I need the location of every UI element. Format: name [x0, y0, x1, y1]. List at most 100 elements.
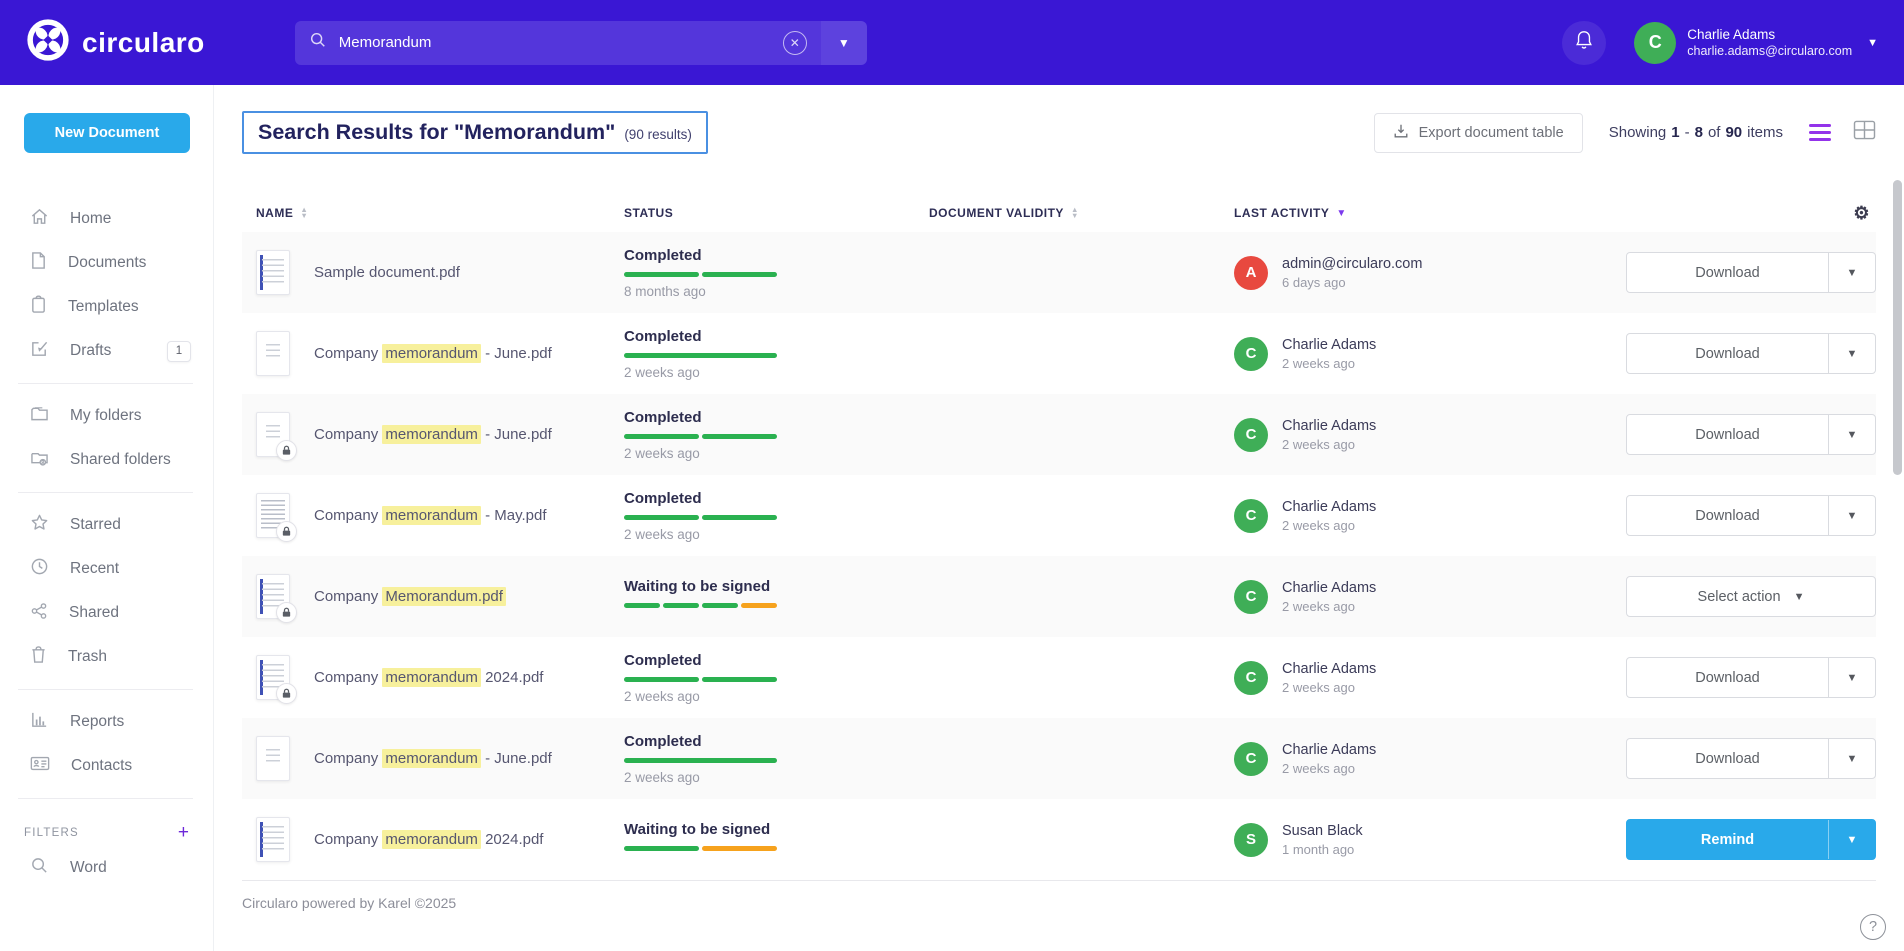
status-cell: Completed 2 weeks ago: [624, 652, 929, 704]
sidebar-item-shared[interactable]: Shared: [0, 591, 213, 635]
document-name[interactable]: Company memorandum - June.pdf: [314, 749, 552, 768]
document-name[interactable]: Company memorandum 2024.pdf: [314, 830, 544, 849]
table-row[interactable]: Sample document.pdf Completed 8 months a…: [242, 232, 1876, 313]
document-name[interactable]: Company memorandum 2024.pdf: [314, 668, 544, 687]
sort-icon[interactable]: ▲ ▼: [1070, 205, 1079, 220]
app-logo[interactable]: circularo: [26, 18, 205, 67]
avatar: S: [1234, 822, 1268, 857]
sidebar-item-home[interactable]: Home: [0, 197, 213, 241]
top-navbar: circularo ✕ ▼: [0, 0, 1904, 85]
list-view-icon[interactable]: [1809, 124, 1831, 141]
row-action-button[interactable]: Download ▼: [1627, 334, 1828, 373]
column-header-document-validity[interactable]: DOCUMENT VALIDITY ▲ ▼: [929, 205, 1079, 220]
table-row[interactable]: Company memorandum 2024.pdf Completed 2 …: [242, 637, 1876, 718]
action-label: Download: [1695, 426, 1760, 443]
sidebar-item-label: Trash: [68, 648, 108, 665]
sidebar-item-my-folders[interactable]: My folders: [0, 394, 213, 438]
sidebar-item-drafts[interactable]: Drafts 1: [0, 329, 213, 373]
action-dropdown-toggle[interactable]: ▼: [1828, 739, 1875, 778]
column-header-last-activity[interactable]: LAST ACTIVITY ▼: [1234, 206, 1347, 220]
progress-segment: [624, 514, 699, 520]
sidebar-item-trash[interactable]: Trash: [0, 635, 213, 679]
column-header-name[interactable]: NAME ▲ ▼: [256, 205, 309, 220]
search-box[interactable]: ✕: [294, 20, 821, 65]
edit-icon: [30, 339, 49, 363]
document-name[interactable]: Company memorandum - June.pdf: [314, 344, 552, 363]
new-document-button[interactable]: New Document: [24, 113, 190, 153]
table-row[interactable]: Company Memorandum.pdf Waiting to be sig…: [242, 556, 1876, 637]
table-row[interactable]: Company memorandum - June.pdf Completed …: [242, 718, 1876, 799]
sidebar-item-contacts[interactable]: Contacts: [0, 744, 213, 788]
table-row[interactable]: Company memorandum 2024.pdf Waiting to b…: [242, 799, 1876, 880]
action-dropdown-toggle[interactable]: ▼: [1828, 415, 1875, 454]
table-settings-gear-icon[interactable]: ⚙: [1853, 202, 1870, 223]
column-header-status[interactable]: STATUS: [624, 206, 674, 220]
document-name[interactable]: Company memorandum - May.pdf: [314, 506, 547, 525]
drafts-count-badge: 1: [167, 340, 191, 362]
sidebar-item-label: Home: [70, 210, 112, 227]
action-dropdown-toggle[interactable]: ▼: [1828, 334, 1875, 373]
chevron-down-icon: ▼: [1846, 428, 1858, 441]
actor-meta: Charlie Adams 2 weeks ago: [1282, 742, 1376, 776]
row-action-button[interactable]: Download ▼: [1627, 415, 1828, 454]
row-action-button[interactable]: Download ▼: [1627, 739, 1828, 778]
table-row[interactable]: Company memorandum - June.pdf Completed …: [242, 394, 1876, 475]
clipboard-icon: [30, 295, 47, 319]
status-time: 2 weeks ago: [624, 769, 700, 785]
action-dropdown-toggle[interactable]: ▼: [1828, 820, 1875, 859]
table-row[interactable]: Company memorandum - May.pdf Completed 2…: [242, 475, 1876, 556]
clear-search-icon[interactable]: ✕: [782, 30, 807, 55]
footer: Circularo powered by Karel ©2025: [242, 880, 1876, 924]
notifications-button[interactable]: [1562, 20, 1607, 65]
document-name[interactable]: Company Memorandum.pdf: [314, 587, 506, 606]
sidebar-divider: [18, 492, 193, 493]
progress-segment: [702, 271, 777, 277]
actor-time: 2 weeks ago: [1282, 355, 1355, 371]
status-time: 8 months ago: [624, 283, 706, 299]
search-input[interactable]: [338, 34, 771, 51]
action-dropdown-toggle[interactable]: ▼: [1828, 253, 1875, 292]
last-activity-cell: C Charlie Adams 2 weeks ago: [1234, 498, 1612, 533]
sort-desc-icon[interactable]: ▼: [1336, 207, 1347, 219]
export-table-button[interactable]: Export document table: [1373, 112, 1583, 153]
table-row[interactable]: Company memorandum - June.pdf Completed …: [242, 313, 1876, 394]
progress-segment: [624, 433, 699, 439]
last-activity-cell: C Charlie Adams 2 weeks ago: [1234, 417, 1612, 452]
row-action-button[interactable]: Select action ▼: [1627, 577, 1875, 616]
sidebar-filter-word[interactable]: Word: [0, 846, 213, 890]
last-activity-cell: C Charlie Adams 2 weeks ago: [1234, 579, 1612, 614]
sidebar-item-reports[interactable]: Reports: [0, 700, 213, 744]
sidebar-item-recent[interactable]: Recent: [0, 547, 213, 591]
add-filter-button[interactable]: +: [177, 822, 189, 843]
document-name[interactable]: Company memorandum - June.pdf: [314, 425, 552, 444]
sidebar-item-label: Drafts: [70, 342, 112, 359]
name-cell: Company memorandum - June.pdf: [242, 412, 624, 461]
action-cell: Remind ▼ ▼: [1626, 819, 1876, 860]
action-dropdown-toggle[interactable]: ▼: [1828, 658, 1875, 697]
clock-icon: [30, 557, 49, 581]
progress-bar: [624, 846, 777, 851]
sidebar-item-templates[interactable]: Templates: [0, 285, 213, 329]
chevron-down-icon: ▼: [837, 35, 850, 50]
sidebar-item-documents[interactable]: Documents: [0, 241, 213, 285]
sidebar-item-starred[interactable]: Starred: [0, 503, 213, 547]
grid-view-icon[interactable]: [1853, 120, 1876, 145]
row-action-button[interactable]: Download ▼: [1627, 253, 1828, 292]
vertical-scrollbar[interactable]: [1893, 180, 1902, 475]
row-action-button[interactable]: Download ▼: [1627, 496, 1828, 535]
lock-badge-icon: [276, 521, 297, 542]
row-action-button[interactable]: Download ▼: [1627, 658, 1828, 697]
user-menu[interactable]: C Charlie Adams charlie.adams@circularo.…: [1634, 21, 1878, 64]
filters-header: FILTERS +: [0, 809, 213, 846]
search-scope-dropdown[interactable]: ▼: [820, 20, 867, 65]
action-dropdown-toggle[interactable]: ▼: [1828, 496, 1875, 535]
row-action-button[interactable]: Remind ▼: [1627, 820, 1828, 859]
document-name[interactable]: Sample document.pdf: [314, 264, 460, 281]
search-highlight: memorandum: [382, 425, 481, 444]
sidebar-item-shared-folders[interactable]: Shared folders: [0, 438, 213, 482]
bar-chart-icon: [30, 710, 49, 734]
action-label: Remind: [1700, 831, 1755, 848]
document-thumbnail: [256, 574, 297, 623]
help-button[interactable]: ?: [1860, 914, 1886, 940]
sort-icon[interactable]: ▲ ▼: [300, 205, 309, 220]
